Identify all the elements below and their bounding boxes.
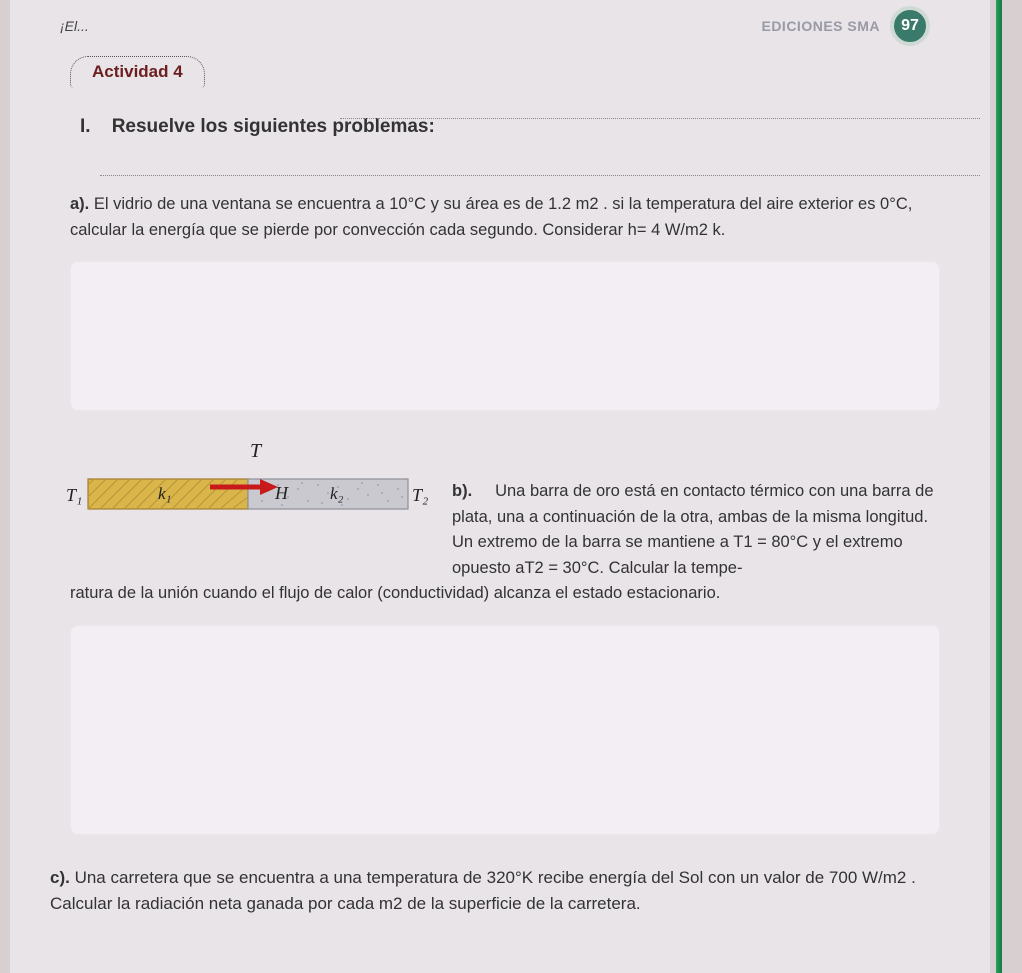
activity-label: Actividad 4	[92, 62, 183, 81]
problem-a-text: El vidrio de una ventana se encuentra a …	[70, 195, 912, 239]
bar-diagram: T	[60, 439, 430, 529]
diagram-k1-label: k₁	[158, 484, 171, 503]
problem-a-label: a).	[70, 195, 89, 213]
answer-area-a	[70, 261, 940, 411]
problem-c: c). Una carretera que se encuentra a una…	[50, 865, 940, 918]
diagram-T-label: T	[250, 440, 263, 462]
problem-b-text-part1: Una barra de oro está en contacto térmic…	[452, 482, 934, 577]
problem-b: b). Una barra de oro está en contacto té…	[452, 479, 940, 581]
diagram-T2-label: T₂	[412, 485, 428, 505]
header-right: EDICIONES SMA 97	[761, 6, 930, 46]
publisher-label: EDICIONES SMA	[761, 18, 880, 34]
problem-b-row: T	[60, 439, 940, 581]
diagram-T1-label: T₁	[66, 485, 82, 505]
bar-diagram-svg: T	[60, 439, 430, 529]
section-instruction: Resuelve los siguientes problemas:	[112, 116, 435, 137]
activity-tab: Actividad 4	[70, 56, 205, 88]
problem-b-label: b).	[452, 482, 472, 500]
answer-area-b	[70, 625, 940, 835]
problem-a: a). El vidrio de una ventana se encuentr…	[70, 192, 940, 243]
textbook-page: ¡El... EDICIONES SMA 97 Actividad 4 I. R…	[10, 0, 990, 973]
page-header: ¡El... EDICIONES SMA 97	[50, 0, 950, 46]
problem-b-continuation: ratura de la unión cuando el flujo de ca…	[70, 581, 940, 607]
page-number-badge: 97	[890, 6, 930, 46]
diagram-k2-label: k₂	[330, 484, 344, 503]
partial-header-text: ¡El...	[60, 18, 89, 34]
problem-c-text: Una carretera que se encuentra a una tem…	[50, 868, 916, 913]
section-number: I.	[80, 116, 91, 137]
problem-c-label: c).	[50, 868, 70, 887]
section-heading: I. Resuelve los siguientes problemas:	[80, 116, 950, 138]
diagram-H-label: H	[274, 483, 289, 503]
